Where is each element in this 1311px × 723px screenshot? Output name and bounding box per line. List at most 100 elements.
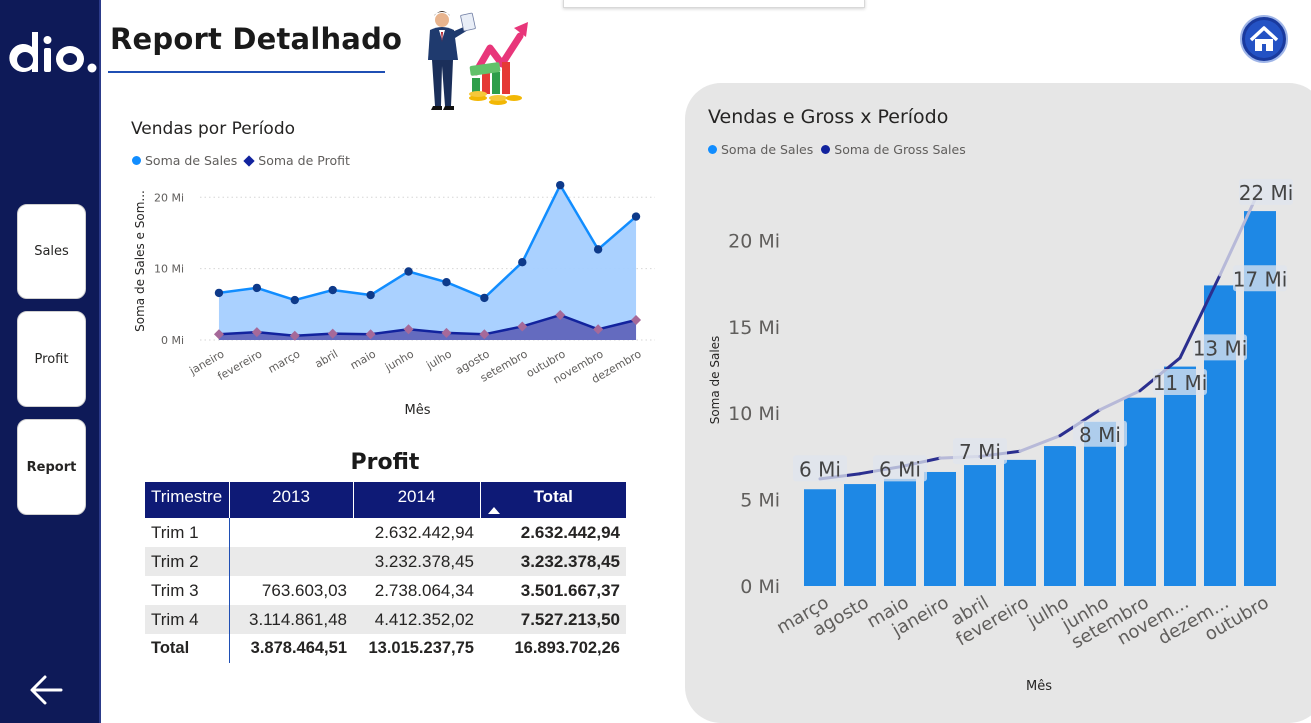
table-row: Trim 3 763.603,03 2.738.064,34 3.501.667… [145,576,626,605]
data-label-bg [1193,334,1247,361]
profit-point [441,327,452,338]
legend-profit-diamond-icon [243,154,255,167]
data-label: 11 Mi [1153,371,1208,395]
nav-sales-button[interactable]: Sales [17,204,86,299]
sales-bar [884,478,916,586]
top-placeholder-box [563,0,865,8]
sales-bar [924,471,956,586]
sales-bar [1004,459,1036,586]
data-label-bg [1153,368,1207,395]
page-title: Report Detalhado [110,22,403,56]
sales-bar [964,465,996,586]
data-label: 13 Mi [1193,336,1248,360]
chart-vendas-gross-periodo[interactable]: 0 Mi 5 Mi 10 Mi 15 Mi 20 Mi 6 Mi 6 Mi 7 Mi 8 Mi 1… [700,170,1300,710]
businessman-growth-illustration [428,11,528,110]
x-tick-label: abril [313,347,341,370]
col-header-2013[interactable]: 2013 [229,482,354,518]
sales-line [218,182,637,302]
profit-point [403,324,414,335]
sales-point [593,245,603,254]
sales-bar [844,484,876,586]
gross-line-segment [1018,434,1062,453]
chart1-legend-profit: Soma de Profit [258,153,350,168]
data-label: 6 Mi [879,457,921,481]
home-icon[interactable] [1240,15,1288,63]
total-cell-2013: 3.878.464,51 [250,639,347,657]
profit-area [218,315,637,340]
profit-point [479,329,490,340]
cell-total: 3.501.667,37 [520,580,620,600]
table-total-row: Total 3.878.464,51 13.015.237,75 16.893.… [145,634,626,663]
profit-point [327,328,338,339]
total-row-label: Total [145,634,230,663]
profit-point [593,324,604,335]
profit-point [213,329,224,340]
sales-point [631,212,641,221]
total-cell-total: 16.893.702,26 [514,639,620,657]
profit-point [517,321,528,332]
y-tick-label: 20 Mi [728,230,780,252]
table-header-row: Trimestre 2013 2014 Total [145,482,626,518]
data-label: 6 Mi [799,457,841,481]
legend-sales-dot-icon [708,145,717,154]
cell-2014: 3.232.378,45 [353,547,480,576]
profit-point [289,330,300,341]
profit-line [218,313,637,337]
data-label-bg [1073,420,1127,447]
row-label: Trim 1 [145,518,230,547]
col-header-2014[interactable]: 2014 [353,482,481,518]
x-tick-label: julho [423,347,454,372]
nav-report-button[interactable]: Report [17,419,86,515]
gross-line-segment [1098,389,1142,412]
sales-point [366,290,375,300]
profit-matrix-table: Trimestre 2013 2014 Total Trim 1 2.632.4… [145,482,626,663]
y-axis-title: Soma de Sales [708,336,722,425]
legend-sales-dot-icon [132,156,141,165]
x-axis-title: Mês [405,403,431,418]
x-tick-label: maio [348,347,378,372]
sales-point [518,258,527,267]
gross-line-segment [1178,273,1222,360]
chart1-legend-sales: Soma de Sales [145,153,238,168]
profit-table-title: Profit [350,450,420,475]
cell-2013 [229,518,353,547]
table-row: Trim 4 3.114.861,48 4.412.352,02 7.527.2… [145,605,626,634]
nav-profit-button[interactable]: Profit [17,311,86,407]
row-label: Trim 4 [145,605,230,634]
x-tick-label: junho [382,347,416,374]
profit-point [365,329,376,340]
x-axis-title: Mês [1026,679,1052,694]
sort-ascending-icon[interactable] [487,507,500,514]
back-arrow-icon[interactable] [27,670,67,710]
sales-point [404,267,413,276]
dio-logo [9,32,97,73]
chart1-title: Vendas por Período [131,119,296,139]
chart2-legend[interactable]: Soma de Sales Soma de Gross Sales [708,142,966,157]
y-tick-label: 0 Mi [740,576,780,598]
y-tick-label: 10 Mi [728,403,780,425]
y-axis-title: Soma de Sales e Som... [133,190,147,332]
nav-profit-label: Profit [34,351,69,367]
sales-bar [1084,421,1116,586]
y-tick-label: 15 Mi [728,317,780,339]
chart2-legend-gross: Soma de Gross Sales [834,142,966,157]
cell-2014: 4.412.352,02 [353,605,480,634]
data-label-bg [873,455,927,482]
row-label: Trim 2 [145,547,230,576]
data-label: 22 Mi [1239,181,1294,205]
table-row: Trim 2 3.232.378,45 3.232.378,45 [145,547,626,576]
profit-point [631,315,642,326]
sales-area [218,185,637,340]
col-header-total[interactable]: Total [480,482,626,518]
cell-2014: 2.632.442,94 [374,522,474,542]
col-header-trimestre[interactable]: Trimestre [145,482,230,518]
total-cell-2014: 13.015.237,75 [368,639,474,657]
cell-total: 2.632.442,94 [520,522,620,542]
cell-total: 7.527.213,50 [480,605,626,634]
chart1-legend[interactable]: Soma de Sales Soma de Profit [132,153,350,168]
profit-point [555,310,566,321]
sales-bar [804,489,836,586]
chart2-legend-sales: Soma de Sales [721,142,814,157]
cell-2014: 2.738.064,34 [374,580,474,600]
